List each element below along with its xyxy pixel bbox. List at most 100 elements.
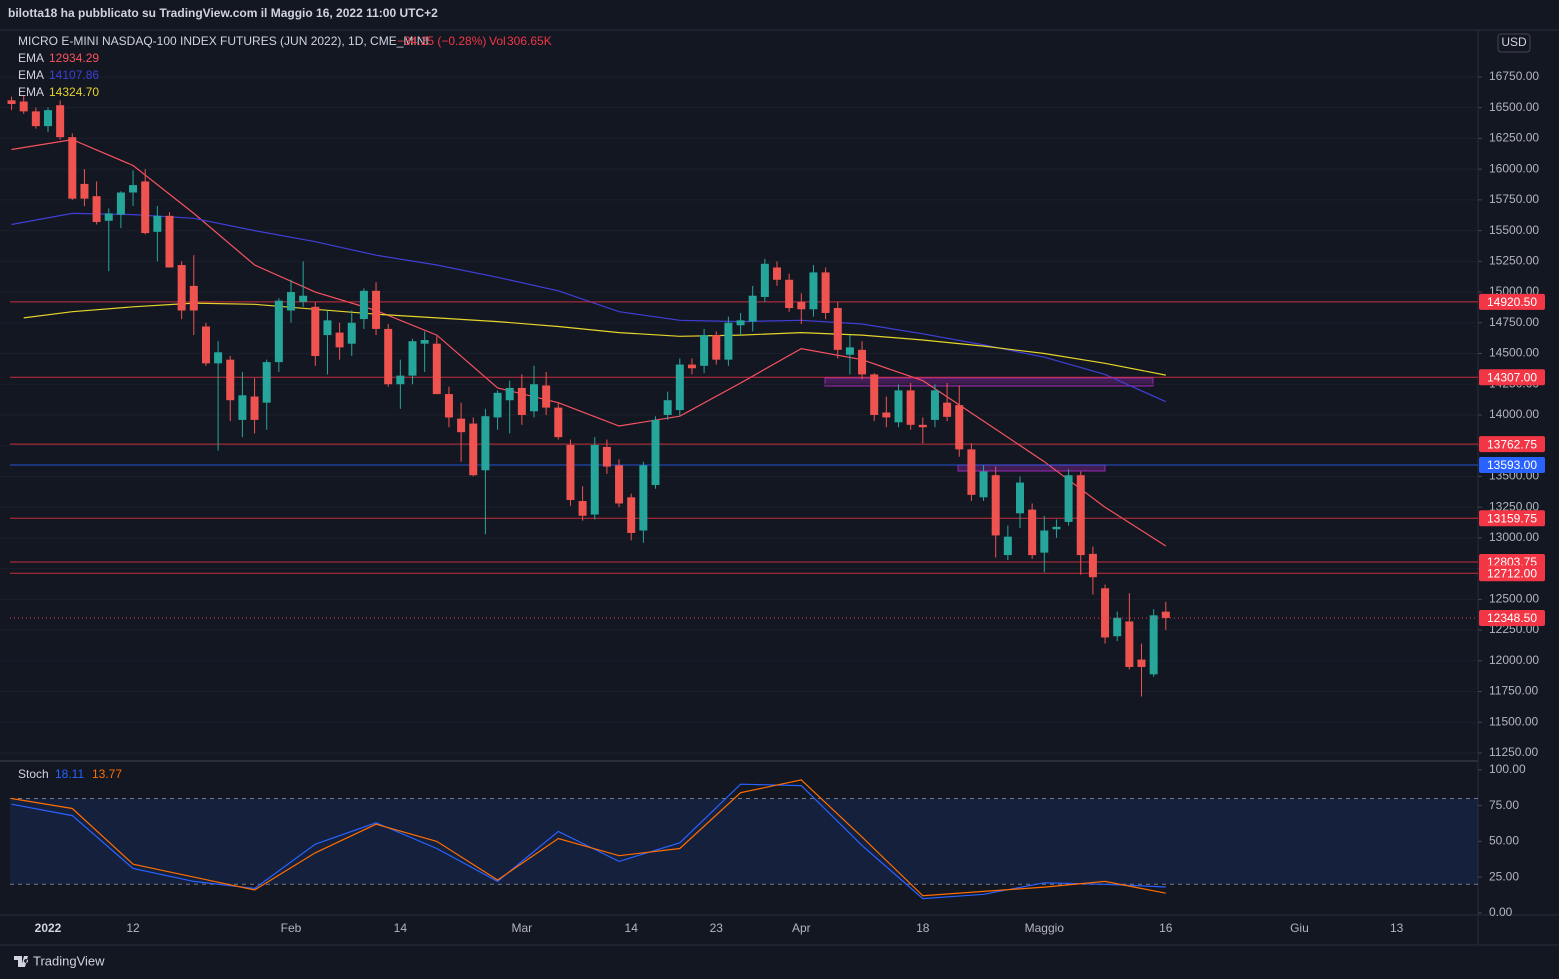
- candle-body: [469, 423, 478, 476]
- candle-body: [129, 185, 138, 193]
- level-label: 13593.00: [1487, 458, 1537, 472]
- x-tick-label: 18: [916, 921, 930, 935]
- y-tick-label: 50.00: [1489, 834, 1519, 848]
- candle-body: [627, 497, 636, 533]
- candle-body: [311, 306, 320, 356]
- candle-body: [396, 375, 405, 385]
- candle-body: [894, 390, 903, 423]
- candle-body: [7, 100, 16, 104]
- candle-body: [967, 449, 976, 495]
- candle-body: [1052, 526, 1061, 530]
- y-tick-label: 14500.00: [1489, 346, 1539, 360]
- candle-body: [724, 322, 733, 360]
- y-tick-label: 12500.00: [1489, 592, 1539, 606]
- x-tick-label: Feb: [281, 921, 302, 935]
- price-label-box: [1479, 609, 1545, 626]
- candle-body: [1028, 509, 1037, 556]
- x-tick-label: 14: [625, 921, 639, 935]
- candle-body: [566, 444, 575, 501]
- candle-body: [1040, 530, 1049, 553]
- x-tick-label: 16: [1159, 921, 1173, 935]
- y-tick-label: 100.00: [1489, 762, 1526, 776]
- x-tick-label: 23: [710, 921, 724, 935]
- x-tick-label: Apr: [792, 921, 811, 935]
- x-tick-label: Giu: [1290, 921, 1309, 935]
- candle-body: [1076, 475, 1085, 556]
- ema-value: 12934.29: [49, 51, 99, 65]
- x-tick-label: Mar: [512, 921, 533, 935]
- zone: [957, 464, 1106, 472]
- y-tick-label: 75.00: [1489, 798, 1519, 812]
- candle-body: [700, 335, 709, 366]
- currency-box[interactable]: [1497, 33, 1531, 53]
- ema-name: EMA: [18, 68, 44, 82]
- candle-body: [918, 424, 927, 428]
- candle-body: [991, 475, 1000, 536]
- candle-body: [116, 192, 125, 215]
- candle-body: [687, 364, 696, 369]
- y-tick-label: 14000.00: [1489, 407, 1539, 421]
- y-tick-label: 0.00: [1489, 905, 1513, 919]
- level-label: 14307.00: [1487, 370, 1537, 384]
- symbol-title: MICRO E-MINI NASDAQ-100 INDEX FUTURES (J…: [18, 34, 429, 48]
- candle-body: [444, 394, 453, 418]
- y-tick-label: 12000.00: [1489, 653, 1539, 667]
- candle-body: [760, 263, 769, 297]
- candle-body: [797, 301, 806, 310]
- candle-body: [1137, 659, 1146, 667]
- ema-name: EMA: [18, 85, 44, 99]
- candle-body: [19, 101, 28, 112]
- y-tick-label: 13000.00: [1489, 530, 1539, 544]
- level-label-box: [1479, 436, 1545, 453]
- candle-body: [736, 320, 745, 326]
- candle-body: [821, 272, 830, 313]
- candle-body: [226, 359, 235, 401]
- price-pane: [0, 76, 1478, 754]
- level-label-box: [1479, 510, 1545, 527]
- publisher: bilotta18 ha pubblicato su TradingView.c…: [8, 6, 438, 20]
- level-label-box: [1479, 369, 1545, 386]
- candle-body: [943, 402, 952, 417]
- candle-body: [299, 295, 308, 302]
- y-tick-label: 15500.00: [1489, 223, 1539, 237]
- y-tick-label: 11250.00: [1489, 745, 1538, 759]
- candle-body: [1088, 553, 1097, 578]
- candle-body: [615, 465, 624, 504]
- candle-body: [493, 392, 502, 418]
- x-tick-label: 14: [394, 921, 408, 935]
- candle-body: [906, 390, 915, 425]
- candle-body: [1161, 611, 1170, 618]
- level-label: 14920.50: [1487, 295, 1537, 309]
- candle-body: [748, 295, 757, 322]
- y-tick-label: 11750.00: [1489, 684, 1538, 698]
- logo: [14, 956, 29, 967]
- y-tick-label: 11500.00: [1489, 714, 1538, 728]
- candle-body: [1125, 621, 1134, 667]
- y-tick-label: 16750.00: [1489, 69, 1539, 83]
- candle-body: [1149, 615, 1158, 675]
- candle-body: [1064, 475, 1073, 522]
- level-label-box: [1479, 457, 1545, 474]
- candle-body: [274, 300, 283, 363]
- candle-body: [639, 465, 648, 531]
- candle-body: [773, 267, 781, 280]
- candle-body: [56, 105, 65, 138]
- candle-body: [165, 215, 174, 268]
- candle-body: [517, 387, 526, 415]
- x-tick-label: 13: [1390, 921, 1404, 935]
- candle-body: [384, 328, 393, 385]
- candle-body: [675, 364, 684, 411]
- candle-body: [153, 215, 162, 232]
- currency[interactable]: USD: [1501, 35, 1527, 49]
- y-tick-label: 15250.00: [1489, 254, 1539, 268]
- candle-body: [530, 384, 538, 412]
- candle-body: [882, 412, 891, 418]
- candle-body: [335, 332, 344, 348]
- candle-body: [505, 387, 514, 401]
- candle-body: [712, 335, 721, 360]
- level-label-box: [1479, 293, 1545, 310]
- candle-body: [189, 285, 198, 311]
- candle-body: [809, 272, 818, 310]
